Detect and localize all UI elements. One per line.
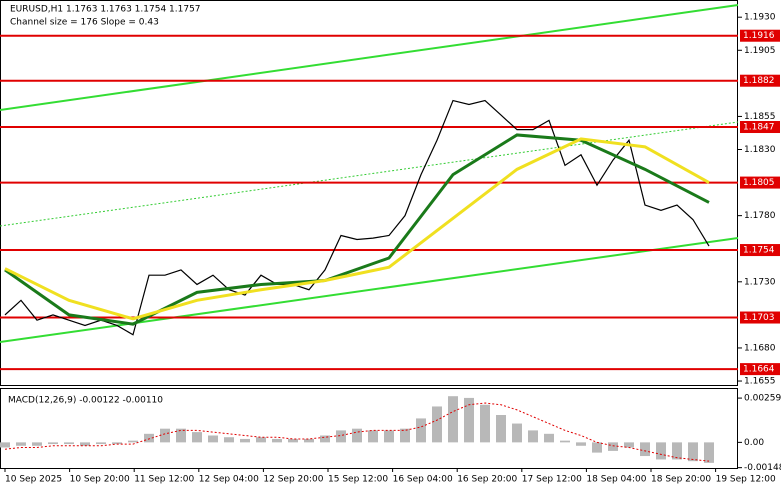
channel-middle — [0, 121, 739, 227]
macd-bar — [256, 437, 266, 443]
x-tick-label: 18 Sep 04:00 — [586, 475, 646, 485]
level-label: 1.1805 — [743, 178, 775, 188]
level-tag — [740, 121, 780, 134]
level-label: 1.1882 — [743, 76, 775, 86]
y-tick-label: 1.1905 — [744, 46, 776, 56]
macd-bar — [416, 418, 426, 443]
macd-bar — [496, 415, 506, 443]
moving-average — [4, 133, 710, 326]
macd-bar — [144, 433, 154, 443]
y-tick-label: 1.1680 — [744, 343, 776, 353]
level-tag — [740, 29, 780, 42]
macd-bar — [224, 437, 234, 443]
macd-signal — [4, 402, 710, 462]
symbol-line: EURUSD,H1 1.1763 1.1763 1.1754 1.1757 — [10, 5, 201, 15]
macd-bar — [400, 428, 410, 443]
x-tick-label: 16 Sep 04:00 — [393, 475, 453, 485]
level-tag — [740, 311, 780, 324]
macd-bar — [176, 428, 186, 443]
macd-title: MACD(12,26,9) -0.00122 -0.00110 — [8, 396, 163, 406]
macd-bar — [128, 440, 138, 443]
moving-average — [4, 137, 710, 321]
macd-bar — [368, 430, 378, 443]
macd-bar — [528, 430, 538, 443]
macd-bar — [544, 433, 554, 443]
level-tag — [740, 74, 780, 87]
macd-bar — [480, 404, 490, 443]
macd-bar — [448, 396, 458, 443]
level-tag — [740, 244, 780, 257]
macd-bar — [304, 438, 314, 443]
macd-bar — [672, 442, 682, 460]
macd-bar — [96, 442, 106, 445]
y-tick-label: 1.1830 — [744, 145, 776, 155]
y-tick-label: 1.1780 — [744, 211, 776, 221]
macd-bar — [608, 442, 618, 451]
macd-bar — [160, 428, 170, 443]
x-tick-label: 18 Sep 20:00 — [651, 475, 711, 485]
macd-bar — [624, 442, 634, 448]
y-tick-label: 1.1855 — [744, 112, 776, 122]
x-tick-label: 10 Sep 2025 — [5, 475, 62, 485]
macd-bar — [320, 435, 330, 443]
macd-bar — [48, 442, 58, 445]
level-label: 1.1703 — [743, 313, 775, 323]
macd-bar — [576, 442, 586, 446]
macd-bar — [80, 442, 90, 446]
macd-y-tick-label: -0.00148 — [744, 463, 781, 473]
y-tick-label: 1.1730 — [744, 277, 776, 287]
macd-bar — [464, 397, 474, 443]
macd-bar — [640, 442, 650, 457]
channel-lower — [0, 237, 739, 343]
x-tick-label: 15 Sep 12:00 — [328, 475, 388, 485]
x-tick-label: 11 Sep 12:00 — [134, 475, 194, 485]
macd-bar — [208, 435, 218, 443]
macd-bar — [336, 430, 346, 443]
x-tick-label: 17 Sep 12:00 — [522, 475, 582, 485]
macd-bar — [384, 430, 394, 443]
macd-bar — [32, 442, 42, 446]
level-label: 1.1916 — [743, 31, 775, 41]
macd-frame — [0, 388, 738, 469]
macd-bar — [112, 442, 122, 445]
x-tick-label: 12 Sep 04:00 — [199, 475, 259, 485]
level-tag — [740, 176, 780, 189]
macd-bar — [560, 440, 570, 443]
macd-bar — [432, 406, 442, 443]
level-tag — [740, 363, 780, 376]
macd-bar — [512, 423, 522, 443]
macd-bar — [288, 438, 298, 443]
macd-bar — [704, 442, 714, 463]
macd-bar — [688, 442, 698, 462]
x-tick-label: 12 Sep 20:00 — [263, 475, 323, 485]
macd-bar — [192, 432, 202, 443]
macd-y-tick-label: 0.00259 — [744, 394, 781, 404]
channel-upper — [0, 4, 739, 111]
macd-bar — [0, 442, 10, 448]
x-tick-label: 10 Sep 20:00 — [70, 475, 130, 485]
macd-bar — [16, 442, 26, 446]
macd-y-tick-label: 0.00 — [744, 438, 764, 448]
macd-bar — [592, 442, 602, 453]
price-line — [4, 99, 710, 336]
channel-line: Channel size = 176 Slope = 0.43 — [10, 18, 159, 28]
macd-bar — [272, 438, 282, 443]
y-tick-label: 1.1655 — [744, 377, 776, 387]
level-label: 1.1754 — [743, 246, 775, 256]
macd-bar — [240, 438, 250, 443]
macd-bar — [64, 442, 74, 445]
y-tick-label: 1.1930 — [744, 13, 776, 23]
macd-bar — [656, 442, 666, 460]
x-tick-label: 19 Sep 12:00 — [716, 475, 776, 485]
price-frame — [0, 0, 738, 386]
level-label: 1.1664 — [743, 365, 775, 375]
x-tick-label: 16 Sep 20:00 — [457, 475, 517, 485]
level-label: 1.1847 — [743, 123, 775, 133]
macd-bar — [352, 428, 362, 443]
